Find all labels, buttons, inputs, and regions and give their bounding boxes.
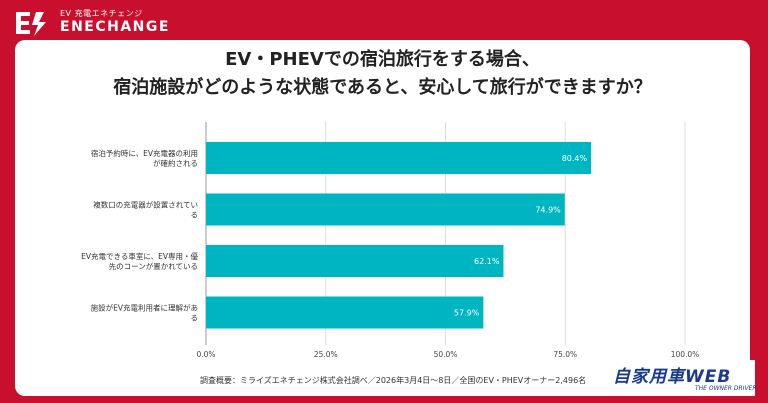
bar-value-label: 74.9% (535, 206, 561, 215)
brand-name: ENECHANGE (60, 19, 170, 35)
title-line-2: 宿泊施設がどのような状態であると、安心して旅行ができますか？ (113, 77, 652, 98)
x-tick-label: 50.0% (434, 350, 458, 359)
publisher-badge: 自家用車WEB THE OWNER DRIVER (605, 360, 757, 396)
category-label: 施設がEV充電利用者に理解がある (91, 303, 198, 323)
category-label: 宿泊予約時に、EV充電器の利用が確約される (91, 148, 198, 168)
category-label: 複数口の充電器が設置されている (93, 200, 198, 220)
chart-title: EV・PHEVでの宿泊旅行をする場合、 宿泊施設がどのような状態であると、安心し… (15, 46, 750, 102)
category-label: EV充電できる車室に、EV専用・優先のコーンが置かれている (81, 251, 198, 271)
publisher-tagline: THE OWNER DRIVER (695, 385, 757, 392)
bar (206, 193, 565, 226)
lightning-logo-icon (16, 12, 46, 36)
bar-value-label: 80.4% (562, 154, 588, 163)
bar-value-label: 57.9% (454, 309, 480, 318)
bar (206, 245, 504, 277)
bar-chart: 0.0% 25.0% 50.0% 75.0% 100.0% 80.4% 宿泊予約時に、EV充… (81, 122, 700, 359)
publisher-name: 自家用車WEB (613, 367, 732, 387)
title-line-1: EV・PHEVでの宿泊旅行をする場合、 (225, 49, 540, 70)
bar (206, 296, 484, 329)
x-tick-label: 75.0% (553, 350, 577, 359)
bar-value-label: 62.1% (474, 257, 500, 266)
survey-note: 調査概要：ミライズエネチェンジ株式会社調べ／2026年3月4日〜8日／全国のEV… (200, 376, 587, 385)
x-tick-label: 0.0% (196, 350, 215, 359)
x-tick-label: 25.0% (314, 350, 338, 359)
x-tick-label: 100.0% (671, 350, 700, 359)
bar (206, 142, 592, 174)
brand-subtitle: EV 充電エネチェンジ (60, 9, 143, 18)
content-card: EV・PHEVでの宿泊旅行をする場合、 宿泊施設がどのような状態であると、安心し… (15, 40, 750, 396)
